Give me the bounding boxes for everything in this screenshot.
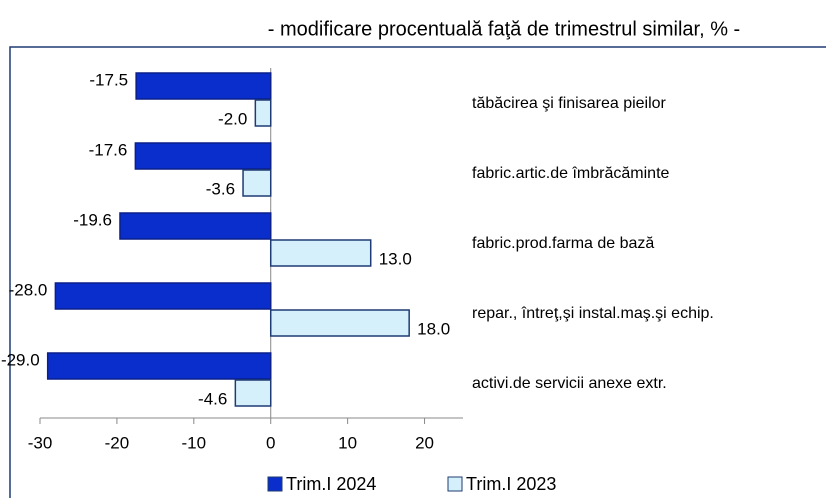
x-tick-label: 0 [266, 433, 275, 452]
x-tick-label: 20 [415, 433, 434, 452]
bar [135, 72, 272, 100]
legend-label: Trim.I 2024 [286, 474, 376, 494]
legend-label: Trim.I 2023 [466, 474, 556, 494]
category-label: repar., întreţ,şi instal.maş.şi echip. [472, 305, 714, 322]
bar [234, 379, 272, 407]
legend-swatch [267, 476, 283, 492]
category-label: tăbăcirea şi finisarea pieilor [472, 95, 667, 112]
data-label: -17.5 [89, 70, 128, 89]
data-label: -3.6 [206, 179, 235, 198]
bar [119, 212, 272, 240]
category-label: activi.de servicii anexe extr. [472, 375, 667, 392]
bar [269, 239, 372, 267]
x-tick-label: -20 [105, 433, 130, 452]
bar [242, 169, 272, 197]
bar [134, 142, 272, 170]
bar [46, 352, 272, 380]
data-label: 18.0 [417, 319, 450, 338]
data-label: -17.6 [89, 140, 128, 159]
data-label: -28.0 [9, 280, 48, 299]
bar [254, 99, 272, 127]
legend-swatch [447, 476, 463, 492]
bar [269, 309, 410, 337]
data-label: -19.6 [73, 210, 112, 229]
data-label: -29.0 [1, 350, 40, 369]
data-label: -2.0 [218, 109, 247, 128]
data-label: -4.6 [198, 389, 227, 408]
x-tick-label: -10 [182, 433, 207, 452]
x-tick-label: 10 [338, 433, 357, 452]
frame [9, 46, 826, 498]
chart-title: - modificare procentuală faţă de trimest… [268, 18, 740, 40]
x-tick-label: -30 [28, 433, 53, 452]
category-label: fabric.prod.farma de bază [472, 235, 654, 252]
bar [54, 282, 272, 310]
category-label: fabric.artic.de îmbrăcăminte [472, 165, 670, 182]
data-label: 13.0 [379, 249, 412, 268]
